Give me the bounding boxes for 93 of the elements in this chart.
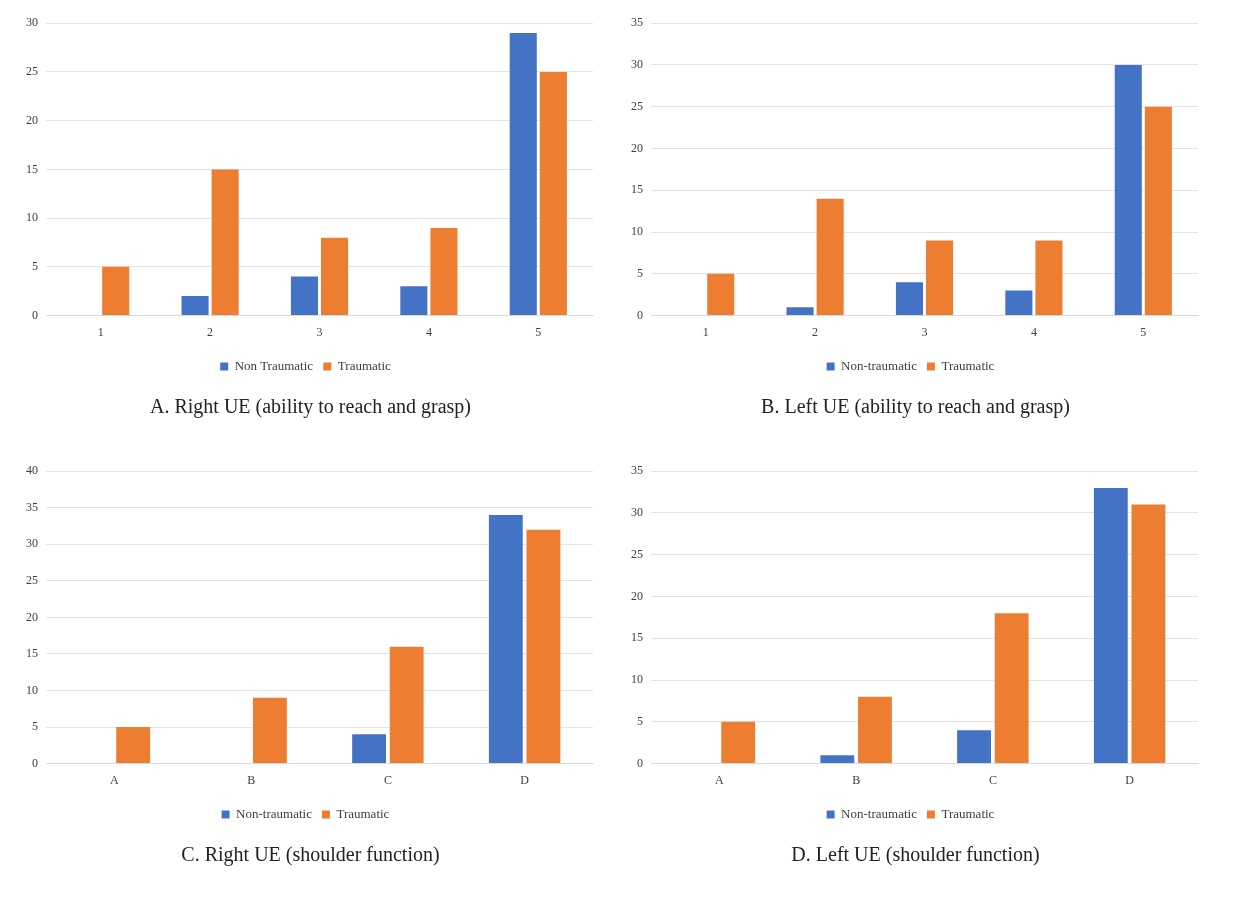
x-tick-label: A (715, 772, 725, 787)
bar (957, 730, 991, 764)
x-tick-label: B (247, 772, 256, 787)
y-tick-label: 30 (26, 15, 38, 30)
legend-label: Traumatic (941, 357, 995, 373)
y-tick-label: 5 (32, 259, 38, 274)
legend-label: Traumatic (337, 357, 392, 373)
text: C. Right UE (shoulder function) (180, 843, 441, 866)
bar (926, 240, 954, 316)
bar (253, 697, 287, 764)
bar (102, 266, 130, 316)
bar (707, 273, 735, 316)
y-tick-label: 40 (26, 463, 38, 478)
y-tick-label: 25 (26, 64, 38, 79)
legend-label: Non-traumatic (236, 805, 313, 821)
bar (816, 198, 844, 316)
y-tick-label: 35 (631, 15, 643, 30)
bar (994, 613, 1029, 764)
x-tick-label: D (520, 772, 530, 787)
bar (352, 734, 386, 764)
legend-label: Non Traumatic (234, 357, 314, 373)
bar (786, 307, 814, 316)
legend-label: Traumatic (941, 805, 995, 821)
y-tick-label: 10 (631, 224, 643, 239)
x-tick-label: 4 (1030, 324, 1037, 339)
bar (1005, 290, 1033, 316)
bar (211, 169, 239, 316)
y-tick-label: 10 (26, 210, 38, 225)
y-tick-label: 20 (26, 609, 38, 624)
bar (1093, 487, 1128, 764)
x-tick-label: 1 (97, 324, 104, 339)
x-tick-label: 4 (425, 324, 432, 339)
y-tick-label: 0 (32, 755, 38, 770)
y-tick-label: 20 (631, 588, 643, 603)
bar (895, 282, 923, 316)
x-tick-label: C (988, 772, 997, 787)
bar (116, 727, 151, 764)
bar (526, 529, 561, 764)
y-tick-label: 15 (631, 630, 643, 645)
bar (1131, 504, 1166, 764)
y-tick-label: 35 (631, 463, 643, 478)
bar (430, 227, 458, 316)
x-tick-label: D (1125, 772, 1135, 787)
bar (721, 721, 756, 764)
x-tick-label: B (852, 772, 861, 787)
text: A. Right UE (ability to reach and grasp) (149, 395, 472, 418)
y-tick-label: 20 (631, 140, 643, 155)
y-tick-label: 35 (26, 499, 38, 514)
y-tick-label: 5 (32, 719, 38, 734)
bar (181, 296, 209, 316)
y-tick-label: 25 (26, 573, 38, 588)
bar (858, 696, 892, 764)
legend-label: Non-traumatic (841, 805, 918, 821)
text: D. Left UE (shoulder function) (790, 843, 1041, 866)
y-tick-label: 5 (637, 713, 643, 728)
bar (509, 32, 537, 316)
x-tick-label: C (383, 772, 392, 787)
y-tick-label: 0 (637, 307, 643, 322)
y-tick-label: 20 (26, 112, 38, 127)
text: B. Left UE (ability to reach and grasp) (760, 395, 1071, 418)
bar (290, 276, 318, 316)
y-tick-label: 0 (32, 307, 38, 322)
y-tick-label: 25 (631, 546, 643, 561)
x-tick-label: 2 (207, 324, 214, 339)
bar (539, 71, 567, 316)
x-tick-label: 3 (316, 324, 323, 339)
y-tick-label: 15 (26, 646, 38, 661)
x-tick-label: 5 (1140, 324, 1147, 339)
bar (389, 646, 424, 764)
y-tick-label: 30 (631, 505, 643, 520)
x-tick-label: 2 (812, 324, 819, 339)
bar (1144, 106, 1172, 316)
y-tick-label: 0 (637, 755, 643, 770)
y-tick-label: 5 (637, 265, 643, 280)
x-tick-label: A (110, 772, 120, 787)
y-tick-label: 10 (631, 672, 643, 687)
x-tick-label: 5 (535, 324, 542, 339)
bar (1114, 64, 1142, 316)
bar (1035, 240, 1063, 316)
y-tick-label: 25 (631, 98, 643, 113)
bar (488, 515, 523, 764)
bar (820, 755, 855, 764)
y-tick-label: 30 (631, 57, 643, 72)
bar (321, 237, 349, 316)
x-tick-label: 1 (702, 324, 709, 339)
legend-label: Non-traumatic (841, 357, 918, 373)
legend-label: Traumatic (336, 805, 390, 821)
y-tick-label: 30 (26, 536, 38, 551)
y-tick-label: 10 (26, 682, 38, 697)
y-tick-label: 15 (26, 161, 38, 176)
x-tick-label: 3 (921, 324, 928, 339)
y-tick-label: 15 (631, 182, 643, 197)
bar (400, 286, 428, 316)
